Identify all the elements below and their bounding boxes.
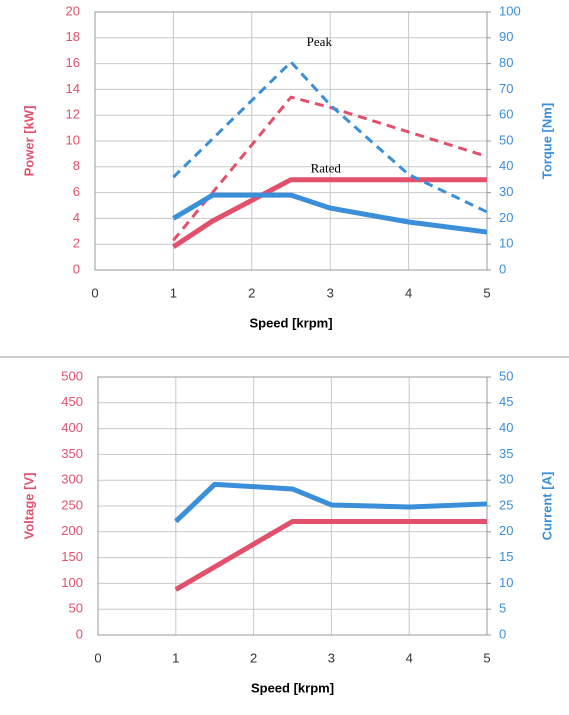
x-axis-title: Speed [krpm]: [249, 315, 332, 330]
y2-tick-label: 30: [499, 184, 513, 199]
y-tick-label: 8: [73, 158, 80, 173]
y2-tick-label: 60: [499, 107, 513, 122]
y-tick-label: 250: [61, 497, 83, 512]
y2-tick-label: 5: [499, 601, 506, 616]
y-tick-label: 14: [66, 81, 80, 96]
x-tick-label: 3: [327, 285, 334, 300]
series-line: [172, 192, 488, 235]
y-tick-label: 0: [73, 261, 80, 276]
y2-tick-label: 40: [499, 420, 513, 435]
x-tick-label: 4: [405, 285, 412, 300]
x-tick-label: 2: [250, 650, 257, 665]
annotation: Peak: [307, 34, 333, 49]
y2-tick-label: 80: [499, 55, 513, 70]
plot-frame: [94, 11, 488, 271]
series-line: [172, 60, 488, 214]
y2-tick-label: 70: [499, 81, 513, 96]
x-tick-label: 1: [170, 285, 177, 300]
y-tick-label: 400: [61, 420, 83, 435]
x-tick-label: 4: [406, 650, 413, 665]
series-line: [172, 95, 488, 242]
y2-tick-label: 20: [499, 523, 513, 538]
x-tick-label: 5: [483, 650, 490, 665]
y-tick-label: 100: [61, 575, 83, 590]
x-tick-label: 2: [248, 285, 255, 300]
y2-tick-label: 30: [499, 472, 513, 487]
y-tick-label: 20: [66, 3, 80, 18]
y-axis-title: Voltage [V]: [21, 473, 36, 540]
y-tick-label: 10: [66, 132, 80, 147]
y2-tick-label: 20: [499, 210, 513, 225]
y2-axis-title: Torque [Nm]: [539, 103, 554, 179]
y2-tick-label: 35: [499, 446, 513, 461]
y2-tick-label: 50: [499, 132, 513, 147]
y2-tick-label: 100: [499, 3, 521, 18]
y-tick-label: 50: [69, 601, 83, 616]
y-tick-label: 18: [66, 29, 80, 44]
y2-tick-label: 0: [499, 261, 506, 276]
y-tick-label: 500: [61, 368, 83, 383]
series-line: [174, 481, 488, 524]
y-tick-label: 2: [73, 236, 80, 251]
y-tick-label: 16: [66, 55, 80, 70]
y2-tick-label: 10: [499, 575, 513, 590]
x-tick-label: 3: [328, 650, 335, 665]
y-tick-label: 150: [61, 549, 83, 564]
x-axis-title: Speed [krpm]: [251, 680, 334, 695]
y2-tick-label: 10: [499, 236, 513, 251]
y2-axis-title: Current [A]: [539, 472, 554, 541]
y-axis-title: Power [kW]: [21, 106, 36, 177]
y2-tick-label: 0: [499, 626, 506, 641]
y2-tick-label: 50: [499, 368, 513, 383]
y2-tick-label: 40: [499, 158, 513, 173]
x-tick-label: 0: [94, 650, 101, 665]
y-tick-label: 350: [61, 446, 83, 461]
y-tick-label: 12: [66, 107, 80, 122]
y-tick-label: 6: [73, 184, 80, 199]
y2-tick-label: 45: [499, 394, 513, 409]
series-line: [174, 518, 487, 592]
y2-tick-label: 25: [499, 497, 513, 512]
series-line: [172, 177, 487, 249]
y2-tick-label: 90: [499, 29, 513, 44]
y-tick-label: 200: [61, 523, 83, 538]
y-tick-label: 450: [61, 394, 83, 409]
y-tick-label: 0: [76, 626, 83, 641]
annotation: Rated: [311, 160, 342, 175]
y2-tick-label: 15: [499, 549, 513, 564]
x-tick-label: 1: [172, 650, 179, 665]
y-tick-label: 4: [73, 210, 80, 225]
x-tick-label: 0: [91, 285, 98, 300]
x-tick-label: 5: [483, 285, 490, 300]
y-tick-label: 300: [61, 472, 83, 487]
